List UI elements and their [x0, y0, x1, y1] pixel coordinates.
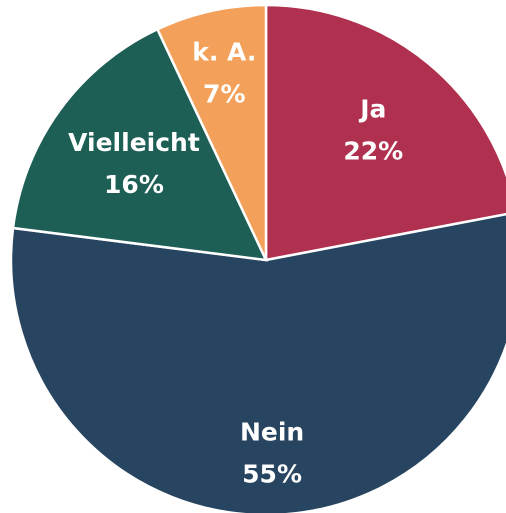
slice-value-label: 16% [104, 170, 164, 199]
slice-label: Vielleicht [68, 128, 200, 157]
pie-slice [9, 212, 506, 513]
slice-value-label: 7% [203, 79, 245, 108]
slice-value-label: 55% [242, 460, 302, 489]
slice-value-label: 22% [343, 136, 403, 165]
slice-label: Nein [240, 418, 304, 447]
pie-slice [11, 27, 269, 262]
slice-label: k. A. [192, 37, 256, 66]
pie-slice [264, 3, 506, 262]
slice-label: Ja [358, 94, 386, 123]
pie-slice [155, 3, 268, 261]
